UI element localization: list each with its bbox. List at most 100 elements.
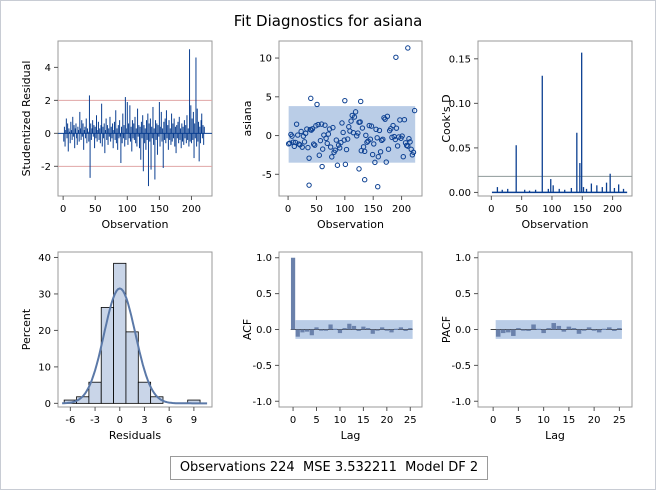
histogram-bar (88, 381, 102, 404)
x-tick-label: 200 (182, 204, 201, 215)
pacf-lag-bar (546, 328, 551, 330)
x-tick-label: -6 (65, 415, 75, 426)
data-point (338, 139, 344, 146)
acf-lag-bar (384, 329, 389, 331)
data-point (363, 132, 369, 139)
data-point (361, 148, 368, 155)
data-point (296, 141, 302, 147)
pacf-lag-bar (571, 328, 577, 330)
data-point (374, 135, 380, 141)
data-point (407, 139, 413, 145)
acf-panel: 0 5 10 15 20 25 -1.0 -0.5 0.0 0.5 1.0 Lag ACF (241, 251, 423, 442)
y-tick-label: 0 (266, 131, 272, 142)
acf-lag-bar (328, 324, 333, 330)
data-point (333, 137, 340, 143)
data-point (367, 136, 374, 142)
data-point (334, 162, 341, 168)
y-axis-label: asiana (241, 101, 254, 137)
acf-lag-bar (347, 323, 352, 330)
acf-lag-bar (351, 325, 357, 330)
x-tick-label: 20 (588, 415, 601, 426)
x-axis-label: Observation (102, 218, 169, 231)
y-tick-label: -2 (41, 162, 51, 173)
data-point (318, 121, 325, 127)
data-point (368, 123, 375, 129)
x-tick-label: 25 (613, 415, 626, 426)
x-axis-label: Residuals (109, 429, 161, 442)
acf-lag-bar (337, 329, 343, 334)
data-point (392, 136, 399, 143)
cooks-plot-frame (477, 40, 633, 197)
data-point (342, 97, 348, 104)
acf-lag-bar (295, 329, 300, 337)
data-point (375, 154, 382, 160)
x-tick-label: 0 (290, 415, 296, 426)
y-tick-label: 0 (45, 129, 51, 140)
data-point (361, 177, 368, 183)
data-point (364, 139, 370, 145)
data-point (356, 166, 362, 172)
y-tick-label: 0.0 (256, 325, 272, 336)
pacf-lag-bar (556, 325, 562, 330)
histogram-panel: -6 -3 0 3 6 9 0 10 20 30 40 Residuals Percent (20, 251, 213, 442)
x-tick-label: 150 (364, 204, 383, 215)
data-point (401, 117, 408, 123)
y-tick-label: 1.0 (256, 253, 272, 264)
pacf-lag-bar (612, 329, 617, 331)
x-tick-label: 0 (490, 415, 496, 426)
pacf-lag-bar (586, 327, 592, 330)
data-point (317, 137, 324, 144)
y-tick-label: 30 (38, 289, 51, 300)
x-tick-label: 15 (357, 415, 370, 426)
data-point (319, 163, 325, 170)
data-point (371, 141, 377, 147)
data-point (319, 146, 326, 152)
mse-label: MSE (302, 460, 331, 475)
data-point (324, 140, 330, 147)
y-axis-label: Cook's D (440, 94, 453, 142)
data-point (377, 149, 384, 155)
y-tick-label: 0.10 (449, 99, 471, 110)
acf-lag-bar (408, 328, 413, 330)
y-tick-label: -0.5 (451, 361, 471, 372)
data-point (327, 144, 334, 150)
normal-density-curve (62, 287, 208, 405)
data-point (373, 126, 379, 133)
data-point (289, 133, 295, 139)
data-point (298, 128, 304, 135)
x-tick-label: 10 (334, 415, 347, 426)
x-tick-label: 6 (166, 415, 172, 426)
y-tick-label: 0.0 (455, 325, 471, 336)
data-point (358, 148, 364, 154)
x-tick-label: 50 (89, 204, 102, 215)
data-point (325, 131, 332, 137)
y-tick-label: -5 (262, 170, 272, 181)
data-point (337, 145, 343, 151)
model-df-label: Model DF (405, 460, 466, 475)
data-point (309, 126, 316, 132)
data-point (299, 144, 305, 150)
data-point (315, 121, 321, 128)
y-tick-label: 0.5 (256, 289, 272, 300)
model-df-value: 2 (469, 460, 479, 475)
data-point (301, 139, 308, 145)
data-point (306, 155, 312, 161)
pacf-lag-bar (506, 329, 511, 333)
pacf-lag-bar (536, 328, 541, 330)
data-point (351, 114, 358, 120)
data-point (393, 54, 399, 60)
data-point (369, 151, 376, 158)
data-point (308, 95, 314, 102)
y-axis-label: Studentized Residual (20, 61, 33, 177)
y-tick-label: -1.0 (252, 397, 272, 408)
pacf-lag-bar (521, 329, 526, 331)
y-tick-label: 0.15 (449, 54, 471, 65)
x-tick-label: 9 (191, 415, 197, 426)
data-point (399, 133, 405, 139)
x-tick-label: 100 (118, 204, 137, 215)
histogram-bar (125, 331, 139, 404)
pacf-lag-bar (526, 329, 531, 331)
y-tick-label: 40 (38, 253, 51, 264)
cooks-panel: 0 50 100 150 200 0.00 0.05 0.10 0.15 Observation C… (440, 40, 633, 231)
data-point (355, 130, 361, 136)
